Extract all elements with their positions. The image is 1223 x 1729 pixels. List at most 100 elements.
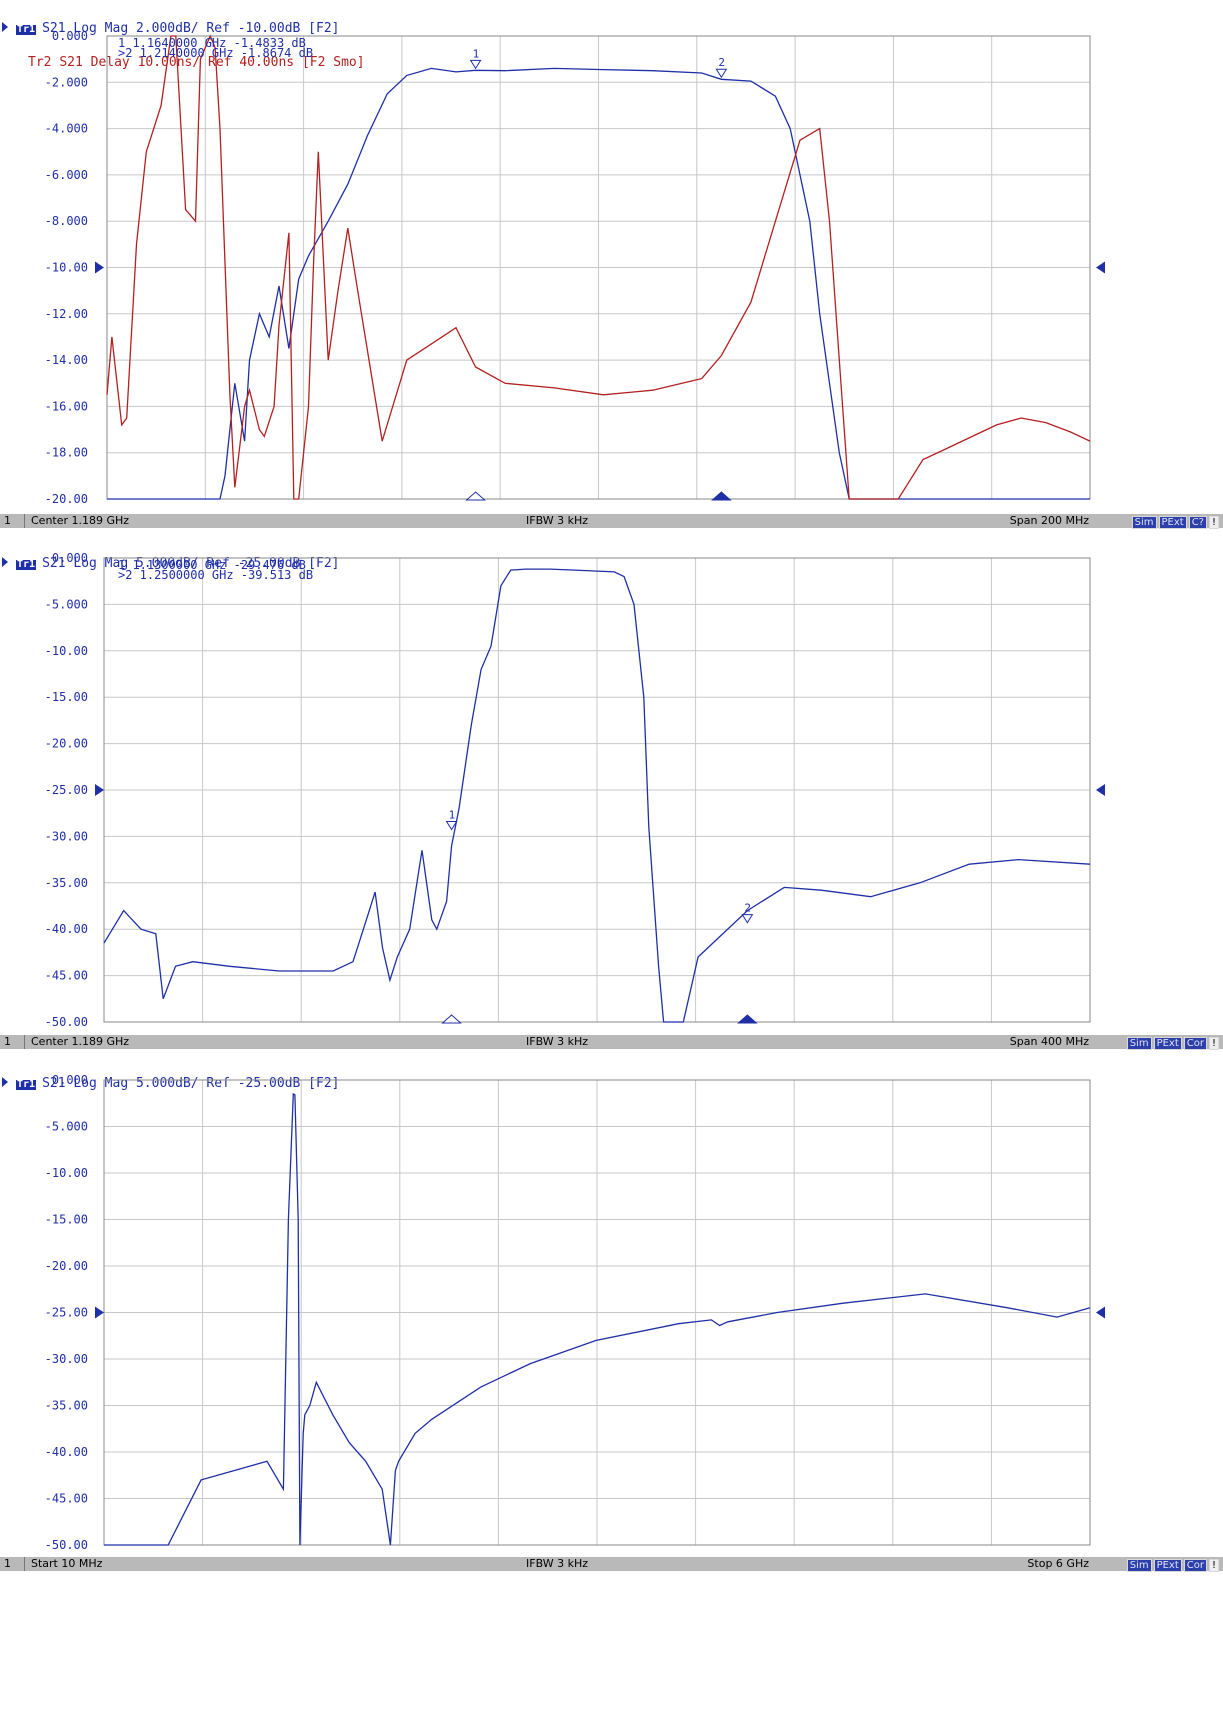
stimulus-marker-icon[interactable] xyxy=(465,491,486,501)
marker-readout-line: >2 1.2140000 GHz -1.8674 dB xyxy=(118,46,313,60)
badge-correction[interactable]: Cor xyxy=(1183,1559,1207,1572)
badge-sim[interactable]: Sim xyxy=(1131,516,1157,529)
y-tick-label: -30.00 xyxy=(45,829,88,843)
badge-pext[interactable]: PExt xyxy=(1158,516,1187,529)
trace-tr2-line[interactable] xyxy=(106,34,1091,500)
marker-triangle-icon[interactable] xyxy=(469,59,482,70)
y-tick-label: -15.00 xyxy=(45,690,88,704)
y-tick-label: -18.00 xyxy=(45,446,88,460)
y-tick-label: -35.00 xyxy=(45,876,88,890)
y-tick-label: -5.000 xyxy=(45,1120,88,1134)
trace-tag[interactable]: Tr1 xyxy=(16,24,37,35)
status-span[interactable]: Span 200 MHz xyxy=(1009,514,1089,527)
chart-panel-1: Tr1 S21 Log Mag 2.000dB/ Ref -10.00dB [F2… xyxy=(0,0,1223,535)
marker-triangle-icon[interactable] xyxy=(741,914,754,924)
y-tick-label: -50.00 xyxy=(45,1538,88,1552)
y-tick-label: 0.000 xyxy=(52,551,88,565)
plot-area[interactable]: 0.000 -5.000 -10.00 -15.00 -20.00 -25.00 -30.0… xyxy=(0,535,1223,1035)
trace-tr1-line[interactable] xyxy=(103,568,1091,1023)
status-badges: Sim PExt C?! xyxy=(1130,515,1219,529)
status-start-frequency[interactable]: Start 10 MHz xyxy=(24,1557,102,1571)
badge-sim[interactable]: Sim xyxy=(1126,1037,1152,1050)
badge-correction[interactable]: Cor xyxy=(1183,1037,1207,1050)
status-ifbw[interactable]: IFBW 3 kHz xyxy=(526,1557,589,1570)
status-bar: 1 Start 10 MHz IFBW 3 kHz Stop 6 GHz Sim… xyxy=(0,1557,1223,1572)
marker-triangle-icon[interactable] xyxy=(715,68,728,79)
badge-pext[interactable]: PExt xyxy=(1153,1037,1182,1050)
y-tick-label: -10.00 xyxy=(45,1166,88,1180)
marker-label: 1 xyxy=(449,809,456,822)
active-trace-arrow-icon xyxy=(2,1077,8,1087)
badge-warning[interactable]: ! xyxy=(1208,516,1219,529)
plot-area[interactable]: 0.000 -2.000 -4.000 -6.000 -8.000 -10.00 -12.0… xyxy=(0,0,1223,514)
badge-warning[interactable]: ! xyxy=(1208,1037,1219,1050)
y-tick-label: -35.00 xyxy=(45,1399,88,1413)
trace-tag[interactable]: Tr2 xyxy=(28,55,52,70)
trace-header-block: Tr1 S21 Log Mag 2.000dB/ Ref -10.00dB [F2… xyxy=(0,0,365,90)
marker-triangle-icon[interactable] xyxy=(445,821,458,831)
trace-header-text: S21 Log Mag 5.000dB/ Ref -25.00dB [F2] xyxy=(42,556,340,571)
y-tick-label: -4.000 xyxy=(45,122,88,136)
reference-level-right-icon[interactable] xyxy=(1096,784,1105,796)
status-badges: Sim PExt Cor! xyxy=(1125,1036,1219,1050)
y-tick-label: -16.00 xyxy=(45,399,88,413)
status-bar: 1 Center 1.189 GHz IFBW 3 kHz Span 200 M… xyxy=(0,514,1223,529)
status-stop-frequency[interactable]: Stop 6 GHz xyxy=(1027,1557,1089,1570)
y-tick-label: -30.00 xyxy=(45,1352,88,1366)
trace-tag[interactable]: Tr1 xyxy=(16,1079,37,1090)
trace-tag[interactable]: Tr1 xyxy=(16,559,37,570)
chart-panel-2: Tr1 S21 Log Mag 5.000dB/ Ref -25.00dB [F2… xyxy=(0,535,1223,1055)
trace-tr1-line[interactable] xyxy=(104,1092,1091,1546)
status-center-frequency[interactable]: Center 1.189 GHz xyxy=(24,514,129,528)
y-tick-label: -10.00 xyxy=(45,261,88,275)
reference-level-left-icon[interactable] xyxy=(95,1306,104,1319)
trace-header-block: Tr1 S21 Log Mag 5.000dB/ Ref -25.00dB [F2… xyxy=(0,535,339,592)
channel-number[interactable]: 1 xyxy=(4,514,11,527)
status-ifbw[interactable]: IFBW 3 kHz xyxy=(526,1035,589,1048)
status-ifbw[interactable]: IFBW 3 kHz xyxy=(526,514,589,527)
reference-level-left-icon[interactable] xyxy=(95,784,104,796)
y-tick-label: 0.000 xyxy=(52,29,88,43)
status-center-frequency[interactable]: Center 1.189 GHz xyxy=(24,1035,129,1049)
y-tick-label: -25.00 xyxy=(45,783,88,797)
y-tick-label: -40.00 xyxy=(45,922,88,936)
grid xyxy=(106,35,1091,500)
y-tick-label: -20.00 xyxy=(45,737,88,751)
y-tick-label: -6.000 xyxy=(45,168,88,182)
marker-label: 1 xyxy=(473,47,480,60)
marker-label: 2 xyxy=(744,902,751,915)
trace-header-tr1[interactable]: Tr1 S21 Log Mag 2.000dB/ Ref -10.00dB [F2… xyxy=(0,22,365,35)
stimulus-marker-icon[interactable] xyxy=(441,1014,462,1024)
active-trace-arrow-icon xyxy=(2,557,8,567)
trace-header-tr2[interactable]: Tr2 S21 Delay 10.00ns/ Ref 40.00ns [F2 S… xyxy=(0,55,365,70)
trace-header-text: S21 Delay 10.00ns/ Ref 40.00ns [F2 Smo] xyxy=(59,55,365,70)
chart-panel-3: Tr1 S21 Log Mag 5.000dB/ Ref -25.00dB [F2… xyxy=(0,1055,1223,1729)
grid xyxy=(103,1079,1091,1546)
badge-warning[interactable]: ! xyxy=(1208,1559,1219,1572)
badge-sim[interactable]: Sim xyxy=(1126,1559,1152,1572)
trace-header-tr1[interactable]: Tr1 S21 Log Mag 5.000dB/ Ref -25.00dB [F2… xyxy=(0,557,339,570)
badge-correction[interactable]: C? xyxy=(1188,516,1207,529)
reference-level-right-icon[interactable] xyxy=(1096,1306,1105,1319)
stimulus-marker-icon[interactable] xyxy=(711,491,732,501)
marker-readout-line: >2 1.2500000 GHz -39.513 dB xyxy=(118,568,313,582)
y-tick-label: -50.00 xyxy=(45,1015,88,1029)
grid xyxy=(103,557,1091,1023)
reference-level-right-icon[interactable] xyxy=(1096,261,1105,274)
reference-level-left-icon[interactable] xyxy=(95,261,104,274)
status-bar: 1 Center 1.189 GHz IFBW 3 kHz Span 400 M… xyxy=(0,1035,1223,1050)
active-trace-arrow-icon xyxy=(2,22,8,32)
channel-number[interactable]: 1 xyxy=(4,1557,11,1570)
channel-number[interactable]: 1 xyxy=(4,1035,11,1048)
y-tick-label: -2.000 xyxy=(45,75,88,89)
y-tick-label: -14.00 xyxy=(45,353,88,367)
y-tick-label: -40.00 xyxy=(45,1445,88,1459)
y-tick-label: -20.00 xyxy=(45,492,88,506)
trace-tr1-line[interactable] xyxy=(107,67,1090,500)
badge-pext[interactable]: PExt xyxy=(1153,1559,1182,1572)
y-tick-label: -12.00 xyxy=(45,307,88,321)
status-span[interactable]: Span 400 MHz xyxy=(1009,1035,1089,1048)
stimulus-marker-icon[interactable] xyxy=(737,1014,758,1024)
plot-area[interactable]: 0.000 -5.000 -10.00 -15.00 -20.00 -25.00 -30.0… xyxy=(0,1055,1223,1557)
y-tick-label: -45.00 xyxy=(45,969,88,983)
